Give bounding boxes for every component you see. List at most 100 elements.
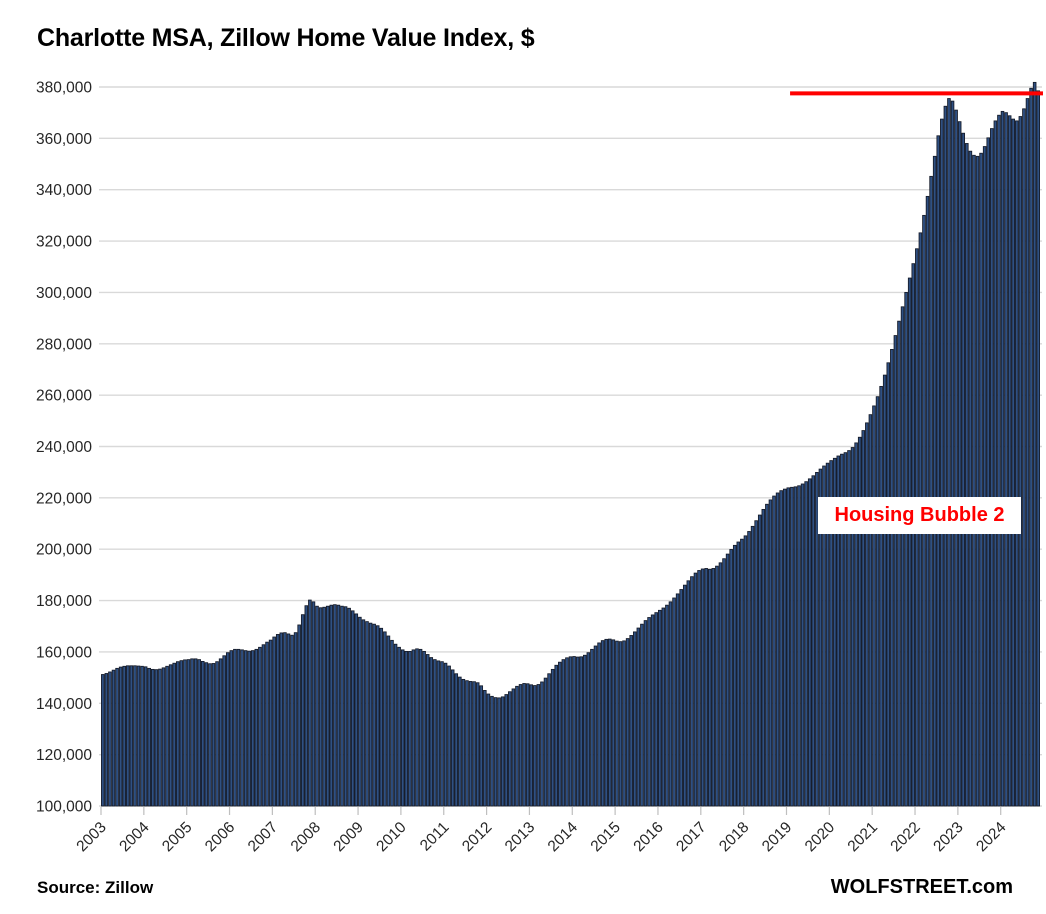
home-value-bar	[161, 667, 166, 807]
home-value-bar	[954, 109, 958, 807]
home-value-bar	[825, 462, 830, 807]
home-value-bar	[818, 468, 823, 807]
x-axis-tick-label: 2015	[588, 819, 624, 855]
home-value-bar	[815, 472, 819, 807]
home-value-bar	[986, 137, 991, 807]
home-value-bar	[832, 457, 837, 807]
home-value-bar	[479, 685, 484, 807]
home-value-bar	[436, 660, 441, 807]
home-value-bar	[800, 483, 805, 807]
home-value-bar	[268, 639, 273, 807]
home-value-bar	[540, 681, 544, 807]
home-value-bar	[286, 633, 291, 807]
home-value-bar	[718, 562, 723, 807]
home-value-bar	[736, 541, 741, 807]
home-value-bar	[1007, 115, 1012, 807]
home-value-bar	[429, 657, 434, 807]
home-value-bar	[333, 604, 337, 807]
home-value-bar	[168, 664, 173, 807]
home-value-bar	[593, 645, 598, 807]
home-value-bar	[700, 568, 705, 807]
home-value-bar	[761, 508, 766, 807]
home-value-bar	[222, 655, 226, 807]
home-value-bar	[890, 349, 894, 807]
home-value-bar	[907, 277, 912, 807]
home-value-bar	[765, 503, 769, 807]
home-value-bar	[179, 660, 184, 807]
home-value-bar	[258, 646, 262, 807]
home-value-bar	[790, 486, 794, 807]
home-value-bar	[968, 150, 973, 807]
home-value-bar	[265, 641, 269, 807]
home-value-bar	[779, 490, 783, 807]
x-axis-tick-label: 2010	[373, 819, 410, 856]
x-axis-tick-label: 2021	[845, 819, 881, 855]
home-value-bar	[215, 661, 219, 807]
home-value-bar	[347, 607, 351, 807]
home-value-bar	[190, 658, 194, 807]
home-value-bar	[379, 627, 384, 807]
x-axis-tick-label: 2018	[716, 819, 752, 855]
home-value-bar	[418, 648, 423, 807]
home-value-bar	[322, 606, 326, 807]
home-value-bar	[904, 292, 908, 807]
home-value-bar	[336, 604, 341, 807]
home-value-bar	[854, 442, 858, 807]
home-value-bar	[807, 478, 812, 807]
home-value-bar	[932, 155, 937, 807]
home-value-bar	[486, 693, 491, 807]
home-value-bar	[118, 666, 123, 807]
home-value-bar	[900, 306, 905, 807]
home-value-bar	[440, 661, 444, 807]
home-value-bar	[504, 694, 509, 807]
home-value-bar	[358, 616, 362, 807]
home-value-bar	[1022, 108, 1026, 807]
home-value-bar	[604, 638, 608, 807]
home-value-bar	[390, 639, 394, 807]
home-value-bar	[911, 263, 916, 807]
home-value-bar	[647, 617, 651, 807]
home-value-bar	[643, 620, 648, 807]
home-value-bar	[857, 436, 862, 807]
home-value-bar	[154, 669, 159, 807]
y-axis-tick-label: 180,000	[36, 593, 92, 610]
home-value-bar	[415, 648, 419, 807]
y-axis-tick-label: 160,000	[36, 644, 92, 661]
home-value-bar	[561, 659, 566, 807]
home-value-bar	[640, 623, 644, 807]
home-value-bar	[350, 610, 355, 807]
home-value-bar	[990, 128, 994, 807]
home-value-bar	[722, 558, 726, 807]
home-value-bar	[272, 636, 276, 807]
home-value-bar	[650, 614, 655, 807]
home-value-bar	[425, 654, 430, 807]
home-value-bar	[547, 673, 551, 807]
home-value-bar	[768, 499, 773, 807]
home-value-bar	[500, 696, 505, 807]
home-value-bar	[965, 143, 969, 807]
home-value-bar	[365, 621, 369, 807]
home-value-bar	[725, 553, 730, 807]
home-value-bar	[443, 662, 448, 807]
home-value-bar	[311, 601, 316, 807]
home-value-bar	[186, 659, 191, 807]
home-value-bar	[386, 635, 391, 807]
home-value-bar	[461, 678, 466, 807]
home-value-bar	[879, 385, 883, 807]
home-value-bar	[122, 665, 126, 807]
home-value-bar	[600, 640, 605, 807]
home-value-bar	[1011, 118, 1016, 807]
x-axis-tick-label: 2012	[459, 819, 495, 855]
x-axis-tick-label: 2013	[502, 819, 538, 855]
home-value-bar	[715, 565, 719, 807]
home-value-bar	[111, 669, 116, 807]
home-value-bar	[754, 520, 758, 807]
home-value-bar	[872, 405, 876, 807]
home-value-bar	[101, 674, 105, 807]
home-value-bar	[400, 649, 405, 807]
home-value-bar	[536, 684, 541, 807]
home-value-bar	[354, 613, 359, 807]
home-value-bar	[940, 118, 944, 807]
